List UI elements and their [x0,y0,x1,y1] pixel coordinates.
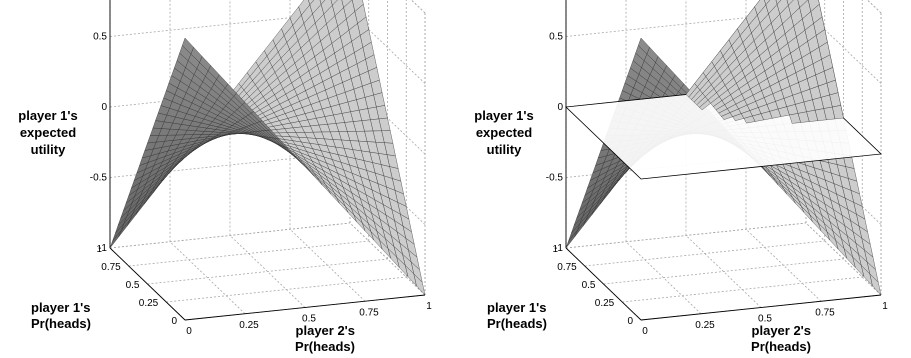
y-axis-label-line: Pr(heads) [751,339,811,354]
floor-grid-line [685,235,762,308]
z-tick-label: -1 [98,243,107,254]
surface-patch [638,37,650,55]
floor-grid-line [229,235,306,308]
wall-grid-line [349,152,426,225]
surface-mesh-front [685,0,844,124]
x-axis-label-line: player 1's [31,300,91,315]
x-tick-label: 0.75 [557,262,577,273]
z-tick-label: 0.5 [549,32,563,43]
surface-patch [743,115,756,124]
axis-line [410,0,426,14]
y-axis-label: player 2's Pr(heads) [280,323,355,355]
surface-patch [721,112,733,120]
x-tick-label: 0.25 [595,298,615,309]
surface-patch [764,0,771,6]
z-axis-label-line: player 1's [474,108,534,123]
axis-line [184,294,426,321]
z-axis-label-line: player 1's [18,108,78,123]
floor-grid-line [169,241,246,315]
y-tick-label: 0 [186,326,192,337]
y-tick-label: 1 [882,301,888,312]
z-axis-label-line: expected [19,125,77,140]
surface-patch [330,0,338,6]
wall-grid-line [349,81,426,155]
axis-line [640,294,882,321]
y-axis-label-line: player 2's [295,323,355,338]
z-axis-label-line: utility [486,142,522,157]
y-tick-label: 0.5 [302,314,316,325]
z-tick-label: 0.5 [93,32,107,43]
y-tick-label: 0.25 [239,320,259,331]
floor-grid-line [147,258,388,285]
y-tick-label: 0.75 [815,307,835,318]
y-tick-label: 1 [426,301,432,312]
z-tick-label: -0.5 [546,173,564,184]
wall-grid-line [805,152,882,225]
wall-grid-line [805,222,882,296]
x-tick-label: 0 [171,316,177,327]
floor-grid-line [584,240,825,267]
z-axis-label-line: utility [30,142,66,157]
z-tick-label: 0 [101,102,107,113]
x-tick-label: 0.5 [126,280,140,291]
x-tick-label: 0.5 [582,280,596,291]
x-tick-label: 0 [627,316,633,327]
floor-grid-line [745,228,822,302]
axis-line [109,247,186,321]
surface-patch [308,0,315,6]
surface-patch [775,0,782,5]
surface-mesh [109,0,426,296]
z-tick-label: 0 [557,102,563,113]
z-axis-label: player 1's expected utility [454,107,554,158]
y-tick-label: 0.5 [758,314,772,325]
wall-grid-line [349,11,426,84]
x-axis-label: player 1's Pr(heads) [487,300,547,332]
floor-grid-line [625,241,702,315]
z-tick-label: -0.5 [90,173,108,184]
surface-patch [732,113,745,121]
y-tick-label: 0 [642,326,648,337]
z-axis-label-line: expected [475,125,533,140]
x-tick-label: 0.75 [101,262,121,273]
axis-line [866,0,882,14]
surface-patch [699,99,711,111]
y-tick-label: 0.75 [359,307,379,318]
x-axis-label: player 1's Pr(heads) [31,300,91,332]
y-axis-label: player 2's Pr(heads) [736,323,811,355]
z-axis-label: player 1's expected utility [0,107,98,158]
wall-grid-line [349,222,426,296]
wall-grid-line [805,11,882,84]
floor-grid-line [128,240,369,267]
x-tick-label: 1 [552,244,558,255]
surface-patch [319,0,326,5]
floor-grid-line [603,258,844,285]
x-axis-label-line: Pr(heads) [487,316,547,331]
floor-grid-line [289,228,366,302]
x-axis-label-line: Pr(heads) [31,316,91,331]
x-tick-label: 0.25 [139,298,159,309]
y-axis-label-line: Pr(heads) [295,339,355,354]
surface-patch [786,0,794,6]
surface-patch [182,37,194,55]
y-axis-label-line: player 2's [751,323,811,338]
z-tick-label: -1 [554,243,563,254]
x-axis-label-line: player 1's [487,300,547,315]
axis-line [565,247,642,321]
x-tick-label: 1 [96,244,102,255]
surface-patch [789,113,801,124]
y-tick-label: 0.25 [695,320,715,331]
